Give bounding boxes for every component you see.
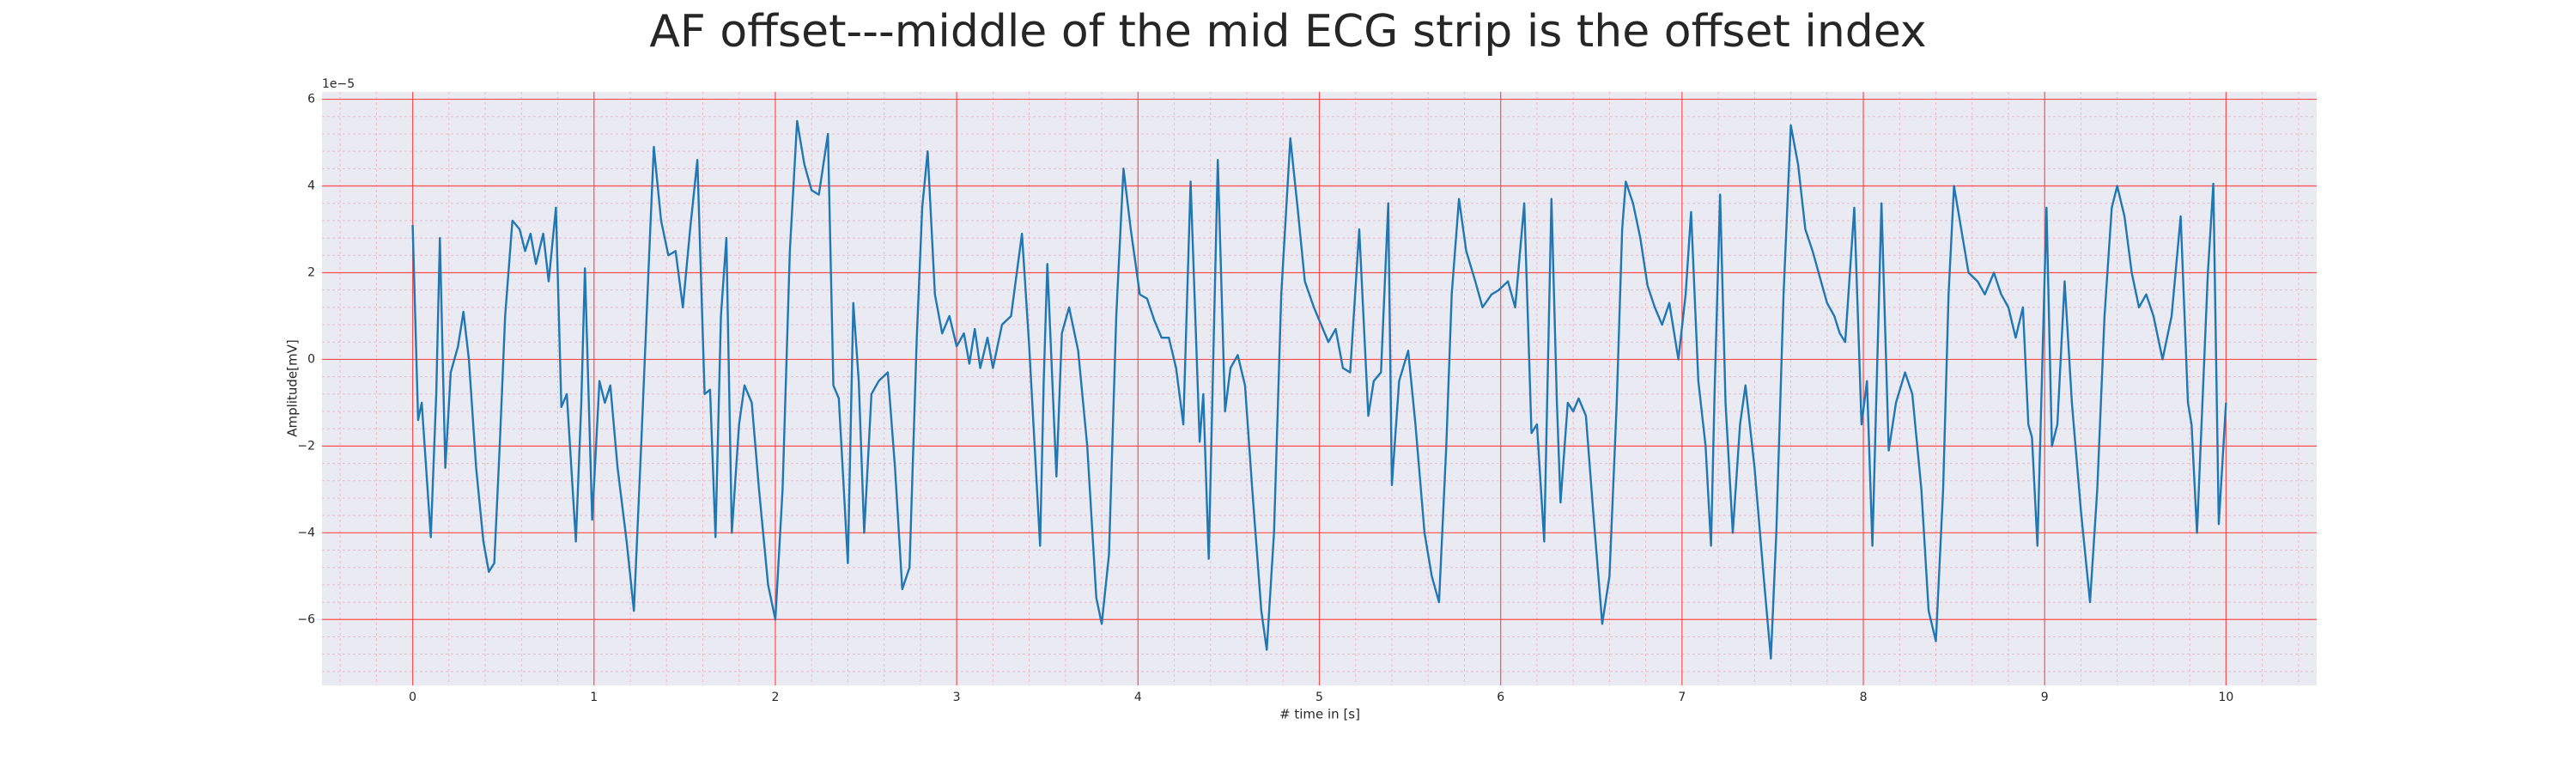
signal-line <box>411 119 2227 660</box>
x-tick-label: 10 <box>2218 691 2233 704</box>
x-tick-label: 7 <box>1678 691 1686 704</box>
y-tick-label: 6 <box>307 93 315 107</box>
y-tick-label: 2 <box>307 265 315 279</box>
x-tick-label: 2 <box>771 691 779 704</box>
y-tick-label: 0 <box>307 352 315 366</box>
x-tick-label: 5 <box>1315 691 1323 704</box>
x-tick-label: 0 <box>409 691 416 704</box>
x-tick-label: 8 <box>1860 691 1868 704</box>
x-tick-label: 3 <box>953 691 961 704</box>
y-tick-label: −6 <box>297 612 315 626</box>
x-tick-label: 4 <box>1134 691 1142 704</box>
y-tick-label: −4 <box>297 526 315 539</box>
x-tick-label: 1 <box>590 691 598 704</box>
x-tick-label: 6 <box>1497 691 1504 704</box>
x-tick-label: 9 <box>2041 691 2049 704</box>
y-offset-label: 1e−5 <box>322 77 355 91</box>
y-axis-label: Amplitude[mV] <box>285 339 301 436</box>
x-axis-label: # time in [s] <box>1279 707 1360 722</box>
y-tick-label: 4 <box>307 180 315 193</box>
chart-title: AF offset---middle of the mid ECG strip … <box>649 6 1926 58</box>
y-tick-label: −2 <box>297 439 315 453</box>
